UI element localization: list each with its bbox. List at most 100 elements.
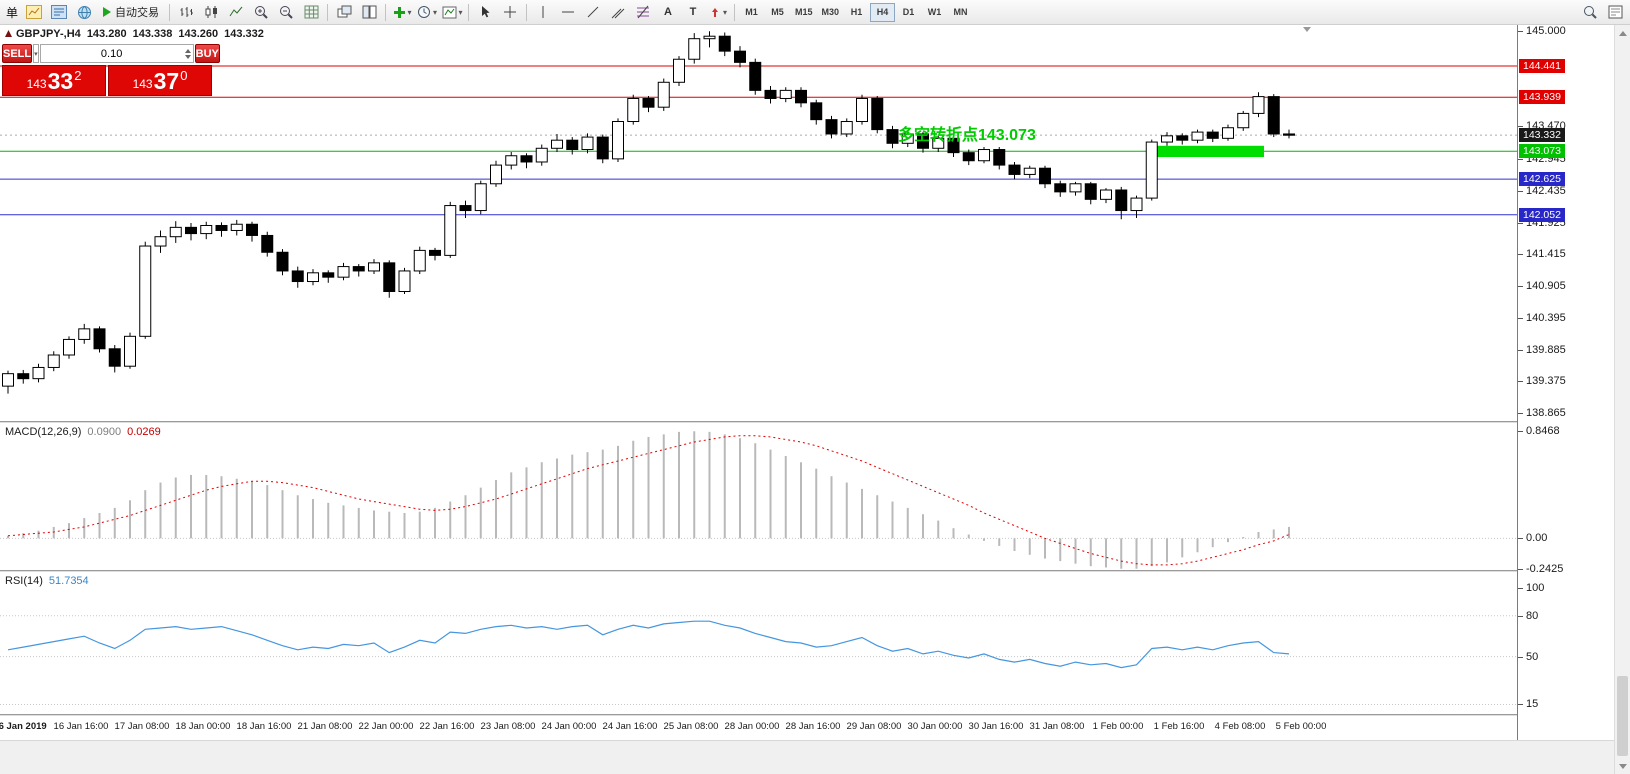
chart-shift-marker[interactable] — [1303, 27, 1311, 32]
time-axis-label: 16 Jan 2019 — [0, 721, 47, 732]
crosshair-icon[interactable] — [498, 2, 522, 23]
text-tool-icon[interactable]: A — [656, 2, 680, 23]
rsi-axis-label: 50 — [1517, 650, 1539, 663]
line-chart-type-icon[interactable] — [224, 2, 248, 23]
tile-windows-icon[interactable] — [357, 2, 381, 23]
rsi-axis-label: 80 — [1517, 609, 1539, 622]
cascade-windows-icon[interactable] — [332, 2, 356, 23]
vertical-line-tool-icon[interactable] — [531, 2, 555, 23]
price-axis-label: 142.435 — [1518, 184, 1566, 197]
vertical-scrollbar[interactable] — [1614, 25, 1630, 774]
rsi-label: RSI(14) 51.7354 — [5, 575, 89, 587]
time-axis-label: 28 Jan 00:00 — [724, 721, 780, 732]
bar-chart-type-icon[interactable] — [174, 2, 198, 23]
time-axis-label: 18 Jan 00:00 — [175, 721, 231, 732]
buy-price-main: 37 — [153, 68, 180, 94]
rsi-pane[interactable]: RSI(14) 51.7354 — [0, 572, 1517, 714]
time-axis-label: 25 Jan 08:00 — [663, 721, 719, 732]
timeframe-m15-button[interactable]: M15 — [791, 3, 817, 22]
fibonacci-tool-icon[interactable] — [631, 2, 655, 23]
timeframe-m5-button[interactable]: M5 — [765, 3, 790, 22]
timeframe-m30-button[interactable]: M30 — [818, 3, 844, 22]
horizontal-line-tool-icon[interactable] — [556, 2, 580, 23]
buy-button[interactable]: BUY — [194, 44, 220, 63]
periods-button[interactable] — [415, 2, 439, 23]
symbol-period: GBPJPY-,H4 — [16, 28, 81, 40]
price-axis-label: 145.000 — [1518, 25, 1566, 38]
data-window-icon[interactable] — [1603, 2, 1627, 23]
time-axis-label: 22 Jan 16:00 — [419, 721, 475, 732]
sell-button[interactable]: SELL — [2, 44, 33, 63]
macd-chart[interactable] — [0, 423, 1517, 570]
search-icon[interactable] — [1578, 2, 1602, 23]
pane-separator[interactable] — [0, 570, 1630, 572]
profiles-icon[interactable] — [47, 2, 71, 23]
macd-pane[interactable]: MACD(12,26,9) 0.0900 0.0269 — [0, 423, 1517, 570]
cursor-icon[interactable] — [473, 2, 497, 23]
price-tag: 144.441 — [1519, 59, 1565, 74]
order-type-dropdown[interactable]: ▾ — [33, 44, 39, 63]
time-axis-label: 16 Jan 16:00 — [53, 721, 109, 732]
zoom-in-icon[interactable] — [249, 2, 273, 23]
price-axis[interactable]: 145.000 143.470 142.945 142.435 141.925 141.4… — [1517, 25, 1614, 740]
price-axis-label: 139.375 — [1518, 375, 1566, 388]
macd-axis-label: 0.8468 — [1518, 425, 1560, 437]
lot-spinner[interactable] — [183, 48, 193, 59]
sell-price-button[interactable]: 143 33 2 — [2, 65, 106, 96]
timeframe-h1-button[interactable]: H1 — [844, 3, 869, 22]
scrollbar-thumb[interactable] — [1617, 676, 1628, 756]
lot-size-field — [39, 44, 194, 63]
lot-size-input[interactable] — [40, 47, 183, 60]
trendline-tool-icon[interactable] — [581, 2, 605, 23]
scrollbar-up-arrow-icon[interactable] — [1615, 25, 1630, 41]
ohlc-low: 143.260 — [178, 28, 219, 40]
candlestick-chart[interactable] — [0, 25, 1517, 421]
market-watch-icon[interactable] — [72, 2, 96, 23]
equidistant-channel-tool-icon[interactable] — [606, 2, 630, 23]
macd-signal-value: 0.0269 — [127, 426, 161, 438]
sell-price-prefix: 143 — [26, 77, 47, 91]
timeframe-d1-button[interactable]: D1 — [896, 3, 921, 22]
scrollbar-down-arrow-icon[interactable] — [1615, 758, 1630, 774]
grid-icon[interactable] — [299, 2, 323, 23]
price-axis-label: 141.415 — [1518, 248, 1566, 261]
arrows-tool-icon[interactable] — [706, 2, 730, 23]
pane-separator[interactable] — [0, 421, 1630, 423]
ohlc-close: 143.332 — [224, 28, 264, 40]
separator — [169, 3, 171, 21]
zoom-out-icon[interactable] — [274, 2, 298, 23]
timeframe-w1-button[interactable]: W1 — [922, 3, 947, 22]
separator — [526, 3, 528, 21]
text-label-tool-icon[interactable]: T — [681, 2, 705, 23]
time-axis-label: 21 Jan 08:00 — [297, 721, 353, 732]
new-chart-icon[interactable] — [22, 2, 46, 23]
time-axis[interactable]: 16 Jan 2019 16 Jan 16:00 17 Jan 08:00 18 Ja… — [0, 716, 1517, 740]
timeframe-mn-button[interactable]: MN — [948, 3, 973, 22]
rsi-axis-label: 100 — [1517, 582, 1545, 595]
time-axis-label: 28 Jan 16:00 — [785, 721, 841, 732]
timeframe-h4-button[interactable]: H4 — [870, 2, 896, 22]
timeframe-m1-button[interactable]: M1 — [739, 3, 764, 22]
separator — [734, 3, 736, 21]
price-tag: 142.052 — [1519, 207, 1565, 222]
time-axis-label: 31 Jan 08:00 — [1029, 721, 1085, 732]
macd-axis-label: 0.00 — [1517, 532, 1548, 545]
autotrade-button[interactable]: 自动交易 — [97, 2, 165, 23]
time-axis-label: 24 Jan 16:00 — [602, 721, 658, 732]
new-order-button[interactable]: 单 — [6, 5, 19, 20]
time-axis-label: 18 Jan 16:00 — [236, 721, 292, 732]
rsi-chart[interactable] — [0, 572, 1517, 714]
time-axis-label: 30 Jan 00:00 — [907, 721, 963, 732]
candlestick-type-icon[interactable] — [199, 2, 223, 23]
templates-button[interactable] — [440, 2, 464, 23]
spinner-down-icon[interactable] — [184, 54, 191, 59]
buy-price-button[interactable]: 143 37 0 — [108, 65, 212, 96]
main-chart-pane[interactable]: GBPJPY-,H4 143.280 143.338 143.260 143.332 多… — [0, 25, 1517, 421]
spinner-up-icon[interactable] — [184, 48, 191, 53]
sell-price-sup: 2 — [74, 68, 82, 83]
indicators-button[interactable] — [390, 2, 414, 23]
symbol-icon — [5, 30, 12, 37]
separator — [468, 3, 470, 21]
